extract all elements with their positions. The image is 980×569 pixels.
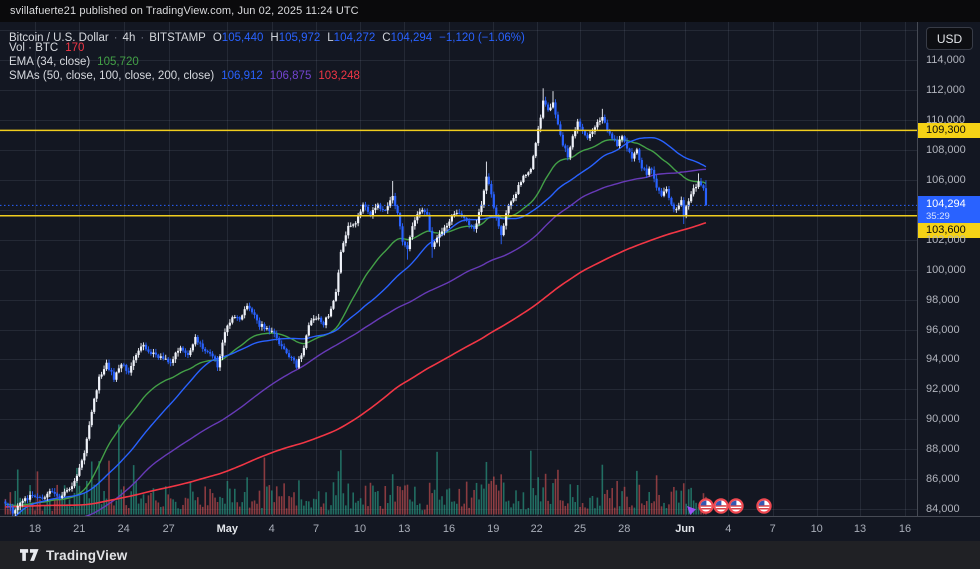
interval-label: 4h bbox=[122, 32, 136, 44]
price-tick-label: 102,000 bbox=[926, 233, 966, 246]
price-tick-label: 92,000 bbox=[926, 383, 960, 396]
time-axis[interactable]: 18 21 24 27 May 4 7 10 13 16 19 22 25 28 Jun 4 7 10 13 16 bbox=[0, 516, 980, 542]
price-level-label-lower: 103,600 bbox=[918, 223, 980, 239]
symbol-title: Bitcoin / U.S. Dollar bbox=[9, 32, 109, 44]
price-tick-label: 90,000 bbox=[926, 413, 960, 426]
ema-label: EMA (34, close) bbox=[9, 56, 91, 68]
time-tick-label: 21 bbox=[73, 523, 86, 535]
time-tick-label: 25 bbox=[573, 523, 587, 535]
ohlc-low: L104,272 bbox=[327, 32, 376, 44]
time-tick-label: 28 bbox=[618, 523, 631, 535]
price-tick-label: 86,000 bbox=[926, 473, 960, 486]
separator-dot: · bbox=[140, 32, 145, 44]
price-tick-label: 100,000 bbox=[926, 263, 966, 276]
change-value: −1,120 (−1.06%) bbox=[439, 32, 525, 44]
time-tick-label: 16 bbox=[442, 523, 456, 535]
price-tick-label: 94,000 bbox=[926, 353, 960, 366]
ohlc-high: H105,972 bbox=[270, 32, 321, 44]
volume-label: Vol · BTC bbox=[9, 42, 59, 54]
price-tick-label: 98,000 bbox=[926, 293, 960, 306]
time-tick-label: 13 bbox=[398, 523, 411, 535]
brand-name: TradingView bbox=[46, 547, 128, 563]
ohlc-close: C104,294 bbox=[382, 32, 433, 44]
time-tick-label: 18 bbox=[28, 523, 42, 535]
time-tick-label: 10 bbox=[810, 523, 823, 535]
price-tick-label: 96,000 bbox=[926, 323, 960, 336]
price-axis[interactable]: USD 109,300 104,294 35:29 103,600 114,00… bbox=[917, 22, 980, 541]
chart-pane[interactable]: Bitcoin / U.S. Dollar · 4h · BITSTAMP O1… bbox=[0, 22, 917, 516]
open-value: 105,440 bbox=[221, 32, 264, 44]
tradingview-logo[interactable]: TradingView bbox=[20, 548, 127, 563]
time-tick-label: 4 bbox=[268, 523, 275, 535]
low-value: 104,272 bbox=[333, 32, 376, 44]
footer-bar: TradingView bbox=[0, 541, 980, 569]
tradingview-logo-icon bbox=[20, 548, 39, 561]
time-tick-label: 24 bbox=[117, 523, 130, 535]
smas-label: SMAs (50, close, 100, close, 200, close) bbox=[9, 70, 215, 82]
sma100-value: 106,875 bbox=[269, 70, 312, 82]
bar-countdown: 35:29 bbox=[926, 210, 950, 222]
publish-info-text: svillafuerte21 published on TradingView.… bbox=[10, 5, 359, 17]
time-tick-label: 19 bbox=[487, 523, 500, 535]
high-value: 105,972 bbox=[278, 32, 321, 44]
last-price-label: 104,294 35:29 bbox=[918, 195, 980, 223]
time-tick-label: 27 bbox=[162, 523, 175, 535]
time-tick-label: 13 bbox=[853, 523, 867, 535]
publish-info-bar: svillafuerte21 published on TradingView.… bbox=[0, 0, 980, 22]
price-tick-label: 114,000 bbox=[926, 54, 965, 66]
smas-row: SMAs (50, close, 100, close, 200, close)… bbox=[9, 70, 525, 83]
time-tick-label: May bbox=[216, 523, 238, 535]
time-tick-label: 7 bbox=[769, 523, 776, 535]
sma200-value: 103,248 bbox=[318, 70, 360, 82]
candlestick-chart-canvas[interactable] bbox=[0, 22, 917, 516]
price-tick-label: 106,000 bbox=[926, 173, 966, 186]
price-tick-label: 84,000 bbox=[926, 503, 960, 516]
time-tick-label: 7 bbox=[312, 523, 320, 535]
sma50-value: 106,912 bbox=[221, 70, 263, 82]
time-tick-label: 22 bbox=[530, 523, 543, 535]
currency-button[interactable]: USD bbox=[926, 27, 973, 50]
price-level-label-upper: 109,300 bbox=[918, 122, 980, 138]
time-tick-label: 4 bbox=[725, 523, 732, 535]
time-tick-label: 16 bbox=[898, 523, 912, 535]
price-tick-label: 88,000 bbox=[926, 443, 960, 456]
price-tick-label: 110,000 bbox=[926, 113, 965, 126]
ohlc-open: O105,440 bbox=[212, 32, 264, 44]
ema-row: EMA (34, close) 105,720 bbox=[9, 56, 525, 69]
close-value: 104,294 bbox=[390, 32, 433, 44]
symbol-row: Bitcoin / U.S. Dollar · 4h · BITSTAMP O1… bbox=[9, 28, 525, 44]
time-tick-label: Jun bbox=[675, 523, 695, 535]
time-tick-label: 10 bbox=[353, 523, 367, 535]
last-price-value: 104,294 bbox=[926, 197, 966, 210]
ema-value: 105,720 bbox=[97, 56, 139, 68]
volume-value: 170 bbox=[65, 42, 85, 54]
chart-legend: Bitcoin / U.S. Dollar · 4h · BITSTAMP O1… bbox=[9, 28, 525, 84]
volume-row: Vol · BTC 170 bbox=[9, 42, 525, 55]
price-tick-label: 108,000 bbox=[926, 143, 966, 156]
price-tick-label: 112,000 bbox=[926, 83, 965, 96]
separator-dot: · bbox=[113, 32, 118, 44]
exchange-label: BITSTAMP bbox=[149, 32, 206, 44]
